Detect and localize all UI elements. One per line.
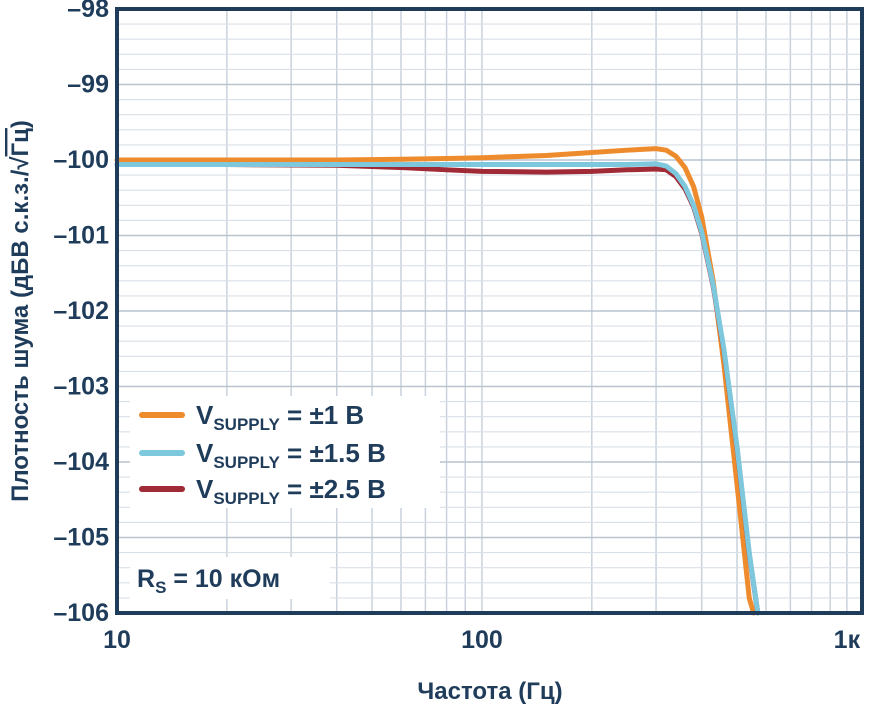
- series-line-1-5v: [114, 161, 761, 616]
- legend-label-1v: VSUPPLY = ±1 В: [196, 400, 364, 434]
- y-axis-label-unit: Гц: [7, 128, 34, 157]
- annotation-rs-rest: = 10 кОм: [166, 565, 280, 593]
- y-axis-label: Плотность шума (дБВ с.к.з./√Гц): [7, 120, 34, 502]
- x-tick-label: 10: [103, 626, 131, 654]
- x-axis-label: Частота (Гц): [417, 678, 562, 705]
- legend: VSUPPLY = ±1 В VSUPPLY = ±1.5 В VSUPPLY …: [130, 396, 440, 508]
- annotation-rs: RS = 10 кОм: [137, 565, 280, 597]
- legend-label-1v-main: V: [196, 400, 214, 430]
- annotation-rs-main: R: [137, 565, 155, 593]
- y-tick-label: –98: [67, 0, 109, 23]
- annotation-background: [130, 557, 330, 599]
- plot-frame: [115, 7, 864, 615]
- y-tick-labels: –98 –99 –100 –101 –102 –103 –104 –105 –106: [53, 0, 109, 627]
- legend-label-1-5v-rest: = ±1.5 В: [280, 438, 386, 468]
- legend-label-2-5v-rest: = ±2.5 В: [280, 474, 386, 504]
- legend-label-1-5v-main: V: [196, 438, 214, 468]
- legend-label-1v-sub: SUPPLY: [213, 415, 280, 434]
- y-tick-label: –101: [53, 222, 109, 250]
- legend-label-2-5v-main: V: [196, 474, 214, 504]
- legend-label-1-5v-sub: SUPPLY: [213, 453, 280, 472]
- y-tick-label: –103: [53, 373, 109, 401]
- y-axis-label-radical: √: [7, 156, 34, 170]
- legend-label-1-5v: VSUPPLY = ±1.5 В: [196, 438, 386, 472]
- y-tick-label: –100: [53, 146, 109, 174]
- legend-label-2-5v-sub: SUPPLY: [213, 489, 280, 508]
- y-tick-label: –105: [53, 524, 109, 552]
- x-tick-label: 100: [461, 626, 503, 654]
- y-tick-label: –102: [53, 297, 109, 325]
- legend-label-2-5v: VSUPPLY = ±2.5 В: [196, 474, 386, 508]
- y-axis-label-close: ): [7, 120, 34, 128]
- legend-label-1v-rest: = ±1 В: [280, 400, 364, 430]
- grid: [116, 8, 862, 614]
- y-axis-label-text: Плотность шума (дБВ с.к.з./: [7, 169, 34, 502]
- y-tick-label: –99: [67, 71, 109, 99]
- x-tick-labels: 10 100 1к: [103, 626, 860, 654]
- y-tick-label: –106: [53, 599, 109, 627]
- x-tick-label: 1к: [834, 626, 861, 654]
- series-group: [114, 146, 761, 616]
- y-tick-label: –104: [53, 448, 109, 476]
- annotation-rs-sub: S: [155, 578, 166, 597]
